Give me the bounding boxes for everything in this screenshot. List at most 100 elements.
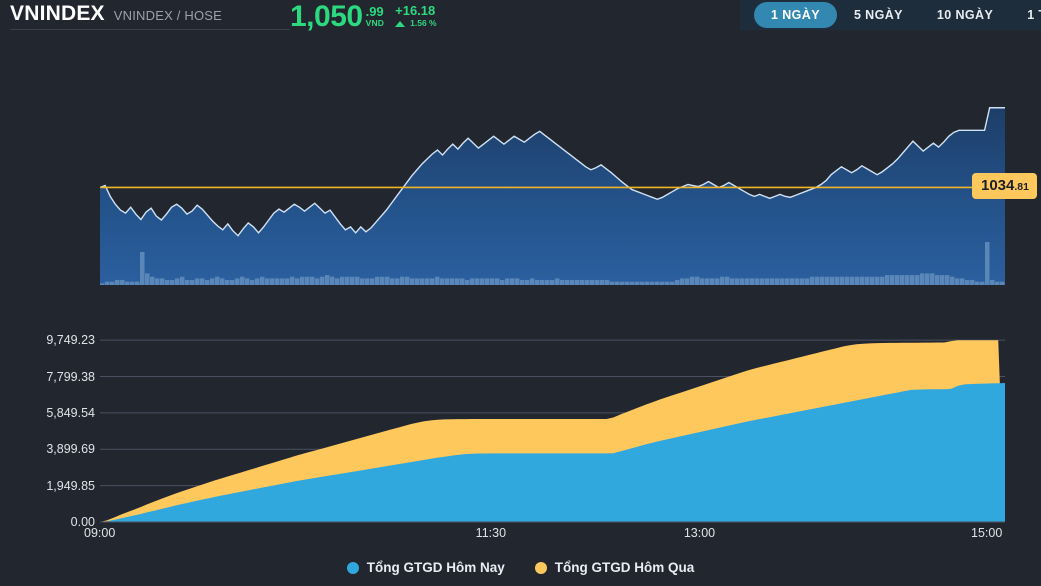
legend-item-0[interactable]: Tổng GTGD Hôm Nay (346, 560, 505, 575)
volume-bar (120, 280, 125, 285)
range-tab-0[interactable]: 1 NGÀY (754, 2, 837, 28)
volume-bar (235, 278, 240, 285)
volume-bar (790, 278, 795, 285)
volume-bar (490, 278, 495, 285)
volume-bar (695, 276, 700, 285)
volume-bar (815, 276, 820, 285)
volume-bar (445, 278, 450, 285)
volume-bar (495, 278, 500, 285)
volume-bar (825, 276, 830, 285)
range-tab-1[interactable]: 5 NGÀY (853, 8, 903, 22)
volume-bar (705, 278, 710, 285)
volume-bar (115, 280, 120, 285)
volume-bar (930, 273, 935, 285)
volume-bar (365, 278, 370, 285)
volume-bar (680, 278, 685, 285)
volume-bar (385, 276, 390, 285)
volume-bar (835, 276, 840, 285)
volume-bar (100, 283, 105, 285)
volume-bar (230, 280, 235, 285)
volume-bar (760, 278, 765, 285)
volume-bar (455, 278, 460, 285)
volume-bar (830, 276, 835, 285)
volume-bar (945, 275, 950, 285)
volume-bar (630, 281, 635, 285)
volume-bar (785, 278, 790, 285)
volume-bar (795, 278, 800, 285)
volume-bar (710, 278, 715, 285)
volume-bar (375, 276, 380, 285)
price-fraction-group: .99 VND (366, 0, 385, 29)
volume-bar (340, 276, 345, 285)
volume-bar (500, 280, 505, 285)
price-change-group: +16.18 1.56 % (395, 0, 437, 29)
volume-bar (175, 278, 180, 285)
volume-bar (590, 280, 595, 285)
page-header: VNINDEX VNINDEX / HOSE 1,050 .99 VND +16… (0, 0, 1041, 34)
volume-bar (855, 276, 860, 285)
volume-bar (215, 276, 220, 285)
volume-bar (525, 280, 530, 285)
volume-bar (395, 278, 400, 285)
volume-bar (325, 275, 330, 285)
price-change-percent-row: 1.56 % (395, 18, 437, 29)
volume-bar (210, 278, 215, 285)
volume-bar (575, 280, 580, 285)
volume-bar (645, 281, 650, 285)
volume-bar (435, 276, 440, 285)
volume-bar (480, 278, 485, 285)
volume-bar (715, 278, 720, 285)
volume-bar (665, 281, 670, 285)
reference-price-tag: 1034 .81 (972, 173, 1037, 200)
volume-bar (660, 281, 665, 285)
price-line (100, 107, 1005, 237)
volume-bar (110, 281, 115, 285)
volume-bar (310, 276, 315, 285)
volume-bar (150, 276, 155, 285)
range-tab-3[interactable]: 1 TH (1027, 8, 1041, 22)
legend-item-1[interactable]: Tổng GTGD Hôm Qua (534, 560, 694, 575)
volume-bar (350, 276, 355, 285)
reference-price-integer: 1034 (981, 177, 1015, 195)
volume-bar (275, 278, 280, 285)
volume-bar (505, 278, 510, 285)
volume-bar (240, 276, 245, 285)
volume-bar (170, 280, 175, 285)
volume-bar (440, 278, 445, 285)
volume-chart-svg (100, 242, 1005, 285)
volume-bar (605, 280, 610, 285)
x-axis-tick-label: 15:00 (971, 526, 1003, 540)
volume-bar (915, 275, 920, 285)
legend-swatch-icon (346, 561, 359, 574)
volume-bar (615, 281, 620, 285)
volume-bar (260, 276, 265, 285)
volume-bar (295, 278, 300, 285)
volume-bar (980, 281, 985, 285)
range-tab-2[interactable]: 10 NGÀY (936, 8, 994, 22)
volume-bar (880, 276, 885, 285)
price-chart-panel: 1034 .81 (100, 88, 1037, 285)
volume-bar (655, 281, 660, 285)
volume-bar (730, 278, 735, 285)
volume-bar (160, 278, 165, 285)
volume-bar (955, 278, 960, 285)
volume-bar (740, 278, 745, 285)
symbol-block: VNINDEX VNINDEX / HOSE (10, 2, 290, 30)
volume-bar (780, 278, 785, 285)
price-currency-unit: VND (365, 18, 385, 28)
range-tab-bar[interactable]: 1 NGÀY 5 NGÀY 10 NGÀY 1 TH (740, 0, 1041, 30)
volume-bar (620, 281, 625, 285)
volume-bar (690, 276, 695, 285)
volume-bar (595, 280, 600, 285)
volume-bar (550, 280, 555, 285)
volume-bar (610, 281, 615, 285)
x-axis-tick-label: 11:30 (475, 526, 507, 540)
volume-bar (540, 280, 545, 285)
volume-bar (465, 280, 470, 285)
volume-bar (960, 278, 965, 285)
volume-bar (925, 273, 930, 285)
volume-bar (875, 276, 880, 285)
volume-bar (745, 278, 750, 285)
volume-bar (530, 278, 535, 285)
